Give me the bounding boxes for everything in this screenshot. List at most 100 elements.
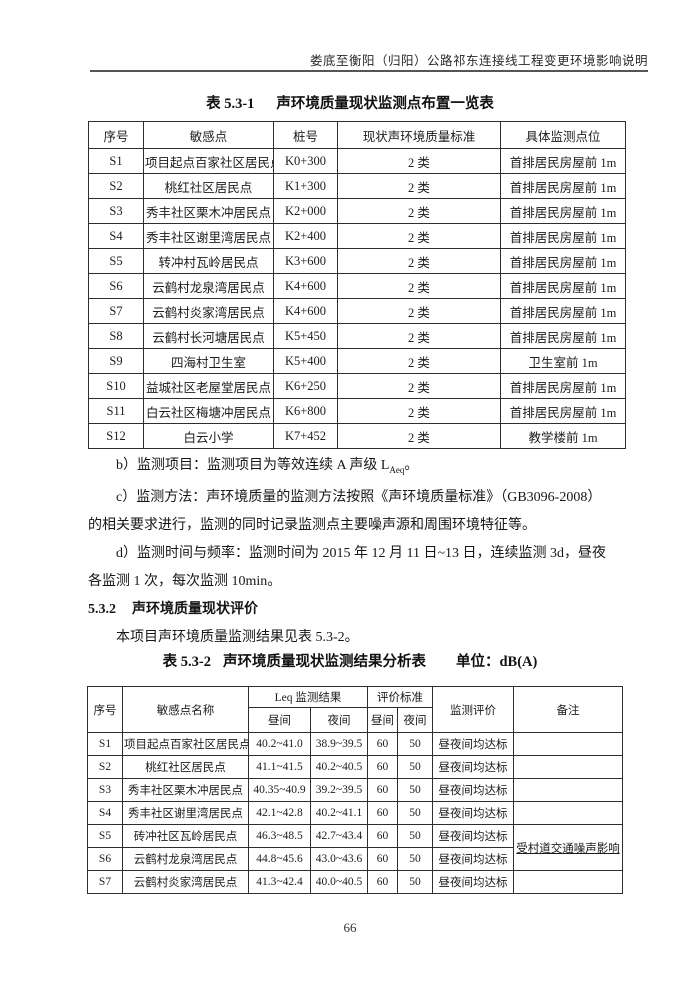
cell-seq: S11	[88, 398, 144, 424]
cell-std-day: 60	[367, 870, 399, 894]
cell-sensitive-point: 白云小学	[143, 423, 274, 449]
cell-stake: K5+450	[273, 323, 338, 349]
cell-evaluation: 昼夜间均达标	[432, 870, 515, 894]
cell-stake: K7+452	[273, 423, 338, 449]
table-row: S1 项目起点百家社区居民点 40.2~41.0 38.9~39.5 60 50 昼夜间均达…	[87, 732, 624, 756]
paragraph-d: d）监测时间与频率：监测时间为 2015 年 12 月 11 日~13 日，连续…	[88, 545, 607, 589]
cell-stake: K5+400	[273, 348, 338, 374]
cell-name: 秀丰社区栗木冲居民点	[122, 778, 249, 802]
cell-location: 卫生室前 1m	[500, 348, 626, 374]
table2-col-leq-day: 昼间	[248, 707, 311, 733]
cell-standard: 2 类	[337, 298, 501, 324]
table-row: S6 云鹤村龙泉湾居民点 K4+600 2 类首排居民房屋前 1m	[88, 273, 626, 299]
cell-sensitive-point: 白云社区梅塘冲居民点	[143, 398, 274, 424]
table1-title: 表 5.3-1 声环境质量现状监测点布置一览表	[0, 92, 700, 113]
cell-name: 云鹤村炎家湾居民点	[122, 870, 249, 894]
cell-leq-day: 44.8~45.6	[248, 847, 311, 871]
cell-leq-day: 42.1~42.8	[248, 801, 311, 825]
cell-evaluation: 昼夜间均达标	[432, 801, 515, 825]
table2-title-label: 表 5.3-2	[162, 654, 211, 670]
cell-std-night: 50	[397, 847, 434, 871]
cell-evaluation: 昼夜间均达标	[432, 847, 515, 871]
cell-note: 受村道交通噪声影响	[513, 824, 624, 871]
cell-sensitive-point: 益城社区老屋堂居民点	[143, 373, 274, 399]
cell-stake: K0+300	[273, 148, 338, 174]
cell-seq: S6	[87, 847, 123, 871]
table2-title: 表 5.3-2 声环境质量现状监测结果分析表 单位：dB(A)	[0, 650, 700, 671]
cell-standard: 2 类	[337, 348, 501, 374]
cell-sensitive-point: 转冲村瓦岭居民点	[143, 248, 274, 274]
cell-evaluation: 昼夜间均达标	[432, 824, 515, 848]
section-heading-532: 5.3.2 声环境质量现状评价	[88, 596, 650, 624]
cell-seq: S2	[88, 173, 144, 199]
cell-std-day: 60	[367, 778, 399, 802]
cell-standard: 2 类	[337, 248, 501, 274]
table1-title-text: 声环境质量现状监测点布置一览表	[276, 96, 494, 112]
table-row: S3 秀丰社区栗木冲居民点 K2+000 2 类首排居民房屋前 1m	[88, 198, 626, 224]
cell-location: 首排居民房屋前 1m	[500, 148, 626, 174]
cell-stake: K3+600	[273, 248, 338, 274]
cell-note	[513, 732, 624, 756]
cell-stake: K6+800	[273, 398, 338, 424]
table-row: S1 项目起点百家社区居民点 K0+300 2 类首排居民房屋前 1m	[88, 148, 626, 174]
cell-note	[513, 755, 624, 779]
cell-seq: S1	[88, 148, 144, 174]
cell-location: 首排居民房屋前 1m	[500, 248, 626, 274]
cell-location: 教学楼前 1m	[500, 423, 626, 449]
cell-std-day: 60	[367, 801, 399, 825]
cell-sensitive-point: 云鹤村炎家湾居民点	[143, 298, 274, 324]
cell-std-night: 50	[397, 801, 434, 825]
cell-sensitive-point: 云鹤村长河塘居民点	[143, 323, 274, 349]
cell-stake: K2+400	[273, 223, 338, 249]
table2-col-name: 敏感点名称	[122, 686, 249, 733]
cell-seq: S7	[88, 298, 144, 324]
table2-col-std-group: 评价标准	[367, 686, 434, 708]
cell-seq: S8	[88, 323, 144, 349]
section-number: 5.3.2	[88, 601, 116, 617]
cell-seq: S12	[88, 423, 144, 449]
cell-leq-night: 43.0~43.6	[309, 847, 369, 871]
cell-seq: S4	[87, 801, 123, 825]
table-row: S8 云鹤村长河塘居民点 K5+450 2 类首排居民房屋前 1m	[88, 323, 626, 349]
body-text-block: b）监测项目：监测项目为等效连续 A 声级 LAeq。 c）监测方法：声环境质量…	[88, 452, 650, 652]
cell-standard: 2 类	[337, 373, 501, 399]
cell-standard: 2 类	[337, 223, 501, 249]
cell-std-night: 50	[397, 755, 434, 779]
cell-location: 首排居民房屋前 1m	[500, 273, 626, 299]
cell-standard: 2 类	[337, 423, 501, 449]
cell-standard: 2 类	[337, 273, 501, 299]
cell-stake: K4+600	[273, 273, 338, 299]
cell-leq-day: 41.1~41.5	[248, 755, 311, 779]
cell-name: 砖冲社区瓦岭居民点	[122, 824, 249, 848]
table-row: S6 云鹤村龙泉湾居民点 44.8~45.6 43.0~43.6 60 50 昼夜间均达标	[87, 847, 623, 871]
cell-leq-night: 40.0~40.5	[309, 870, 369, 894]
cell-seq: S5	[88, 248, 144, 274]
running-header: 娄底至衡阳（归阳）公路祁东连接线工程变更环境影响说明	[309, 54, 648, 68]
table-row: S7 云鹤村炎家湾居民点 K4+600 2 类首排居民房屋前 1m	[88, 298, 626, 324]
table2-header-row-2: 昼间 夜间 昼间 夜间	[88, 707, 623, 733]
cell-name: 项目起点百家社区居民点	[122, 732, 249, 756]
cell-evaluation: 昼夜间均达标	[432, 778, 515, 802]
cell-location: 首排居民房屋前 1m	[500, 398, 626, 424]
table-row: S5 砖冲社区瓦岭居民点 46.3~48.5 42.7~43.4 60 50 昼夜间均达标受…	[87, 824, 624, 871]
cell-std-day: 60	[367, 755, 399, 779]
cell-location: 首排居民房屋前 1m	[500, 173, 626, 199]
table2-col-std-day: 昼间	[367, 707, 399, 733]
cell-seq: S7	[87, 870, 123, 894]
table2-col-seq: 序号	[87, 686, 123, 733]
table-row: S4 秀丰社区谢里湾居民点 42.1~42.8 40.2~41.1 60 50 昼夜间均达标	[87, 801, 624, 825]
table1-col-standard: 现状声环境质量标准	[337, 121, 501, 149]
table2-unit-label: 单位：dB(A)	[455, 654, 538, 670]
table-row: S9 四海村卫生室 K5+400 2 类卫生室前 1m	[88, 348, 626, 374]
cell-leq-day: 40.35~40.9	[248, 778, 311, 802]
table-row: S2 桃红社区居民点 K1+300 2 类首排居民房屋前 1m	[88, 173, 626, 199]
cell-seq: S1	[87, 732, 123, 756]
cell-standard: 2 类	[337, 173, 501, 199]
cell-std-day: 60	[367, 824, 399, 848]
paragraph-intro-table2: 本项目声环境质量监测结果见表 5.3-2。	[116, 629, 359, 645]
table2-col-note: 备注	[513, 686, 624, 733]
cell-std-night: 50	[397, 824, 434, 848]
cell-stake: K1+300	[273, 173, 338, 199]
cell-standard: 2 类	[337, 323, 501, 349]
